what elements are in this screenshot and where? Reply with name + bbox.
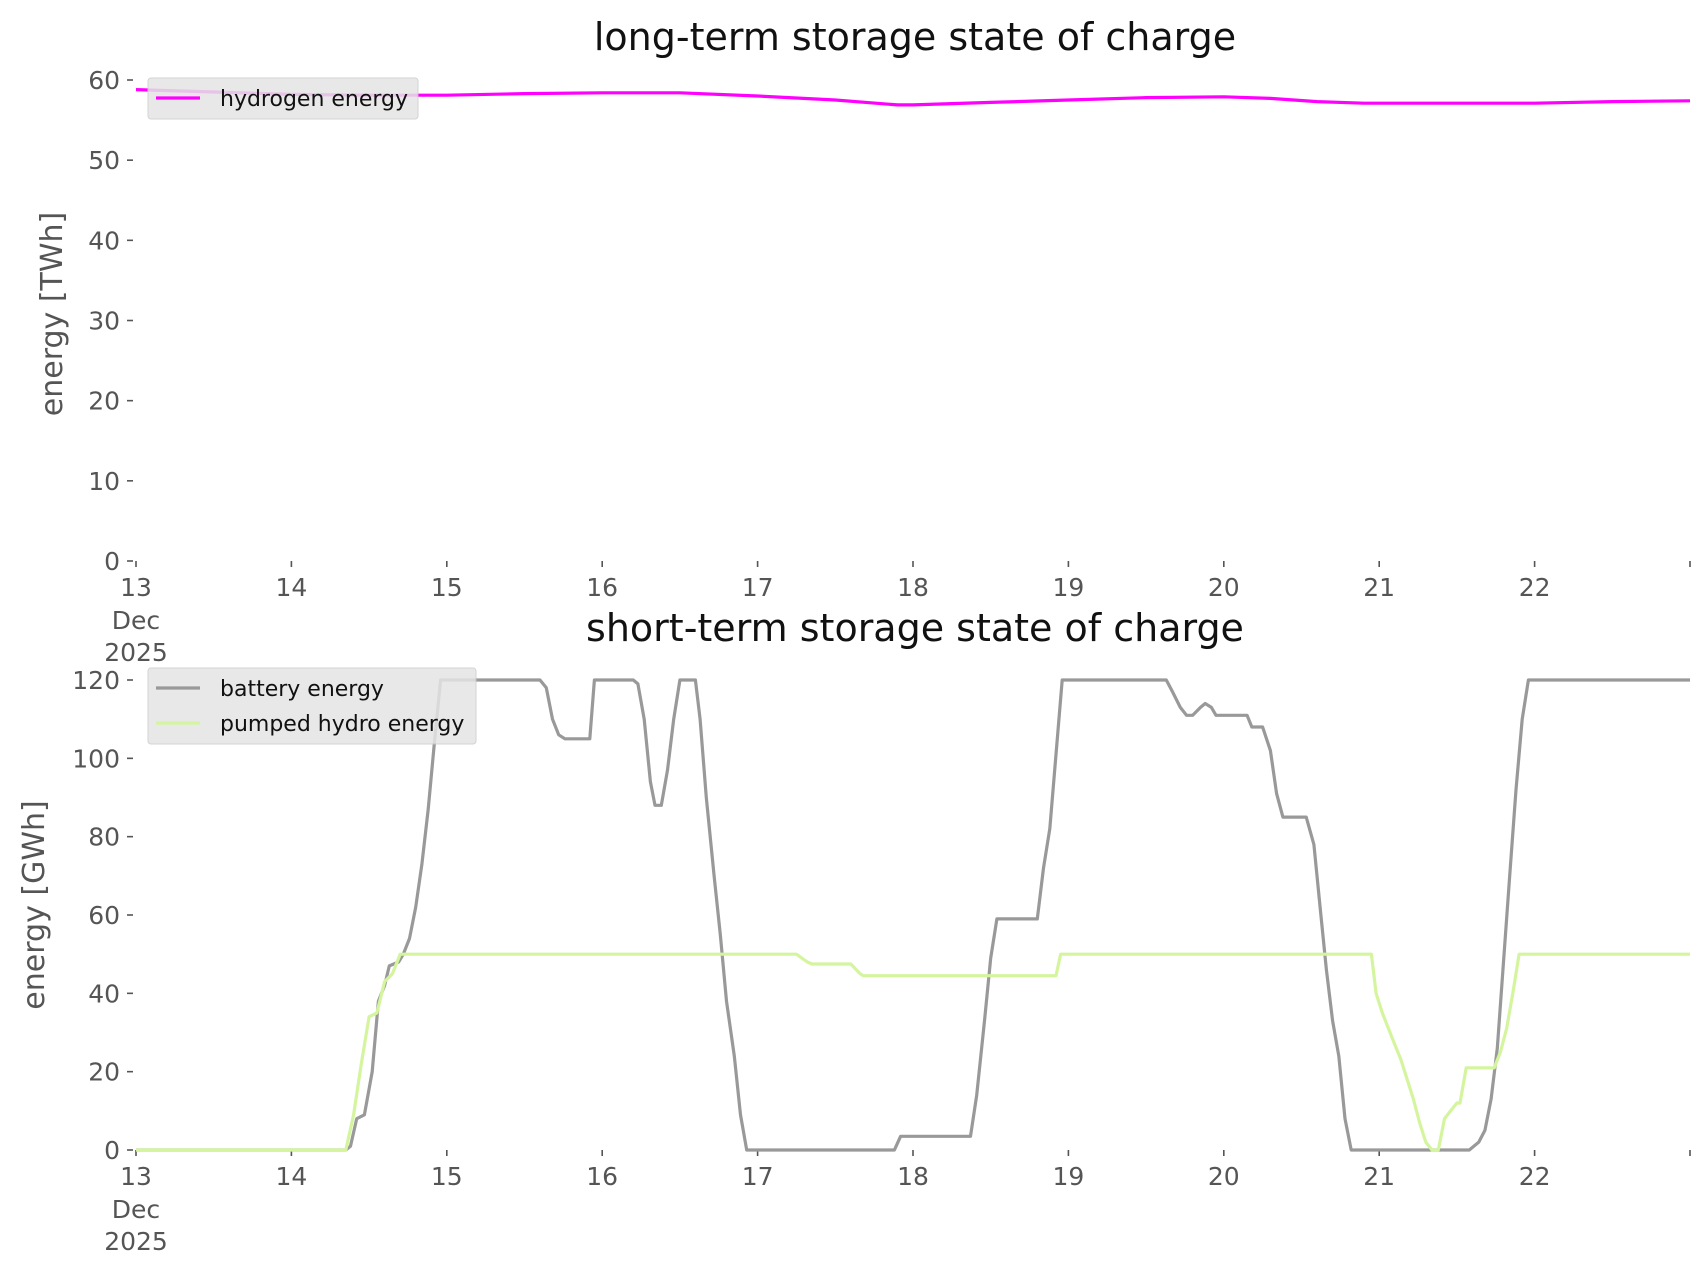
- plot-area: [135, 88, 1691, 107]
- y-tick-label: 60: [88, 66, 120, 95]
- x-axis: 13 14 15 16 17 18 19 20 21 22 Dec 2025: [104, 561, 1691, 667]
- x-tick-label: 18: [897, 1162, 929, 1191]
- y-tick-label: 120: [72, 666, 120, 695]
- x-tick-label: 14: [275, 573, 307, 602]
- y-tick-label: 60: [88, 901, 120, 930]
- series-line-battery-energy: [136, 678, 1690, 1152]
- legend-label: hydrogen energy: [220, 87, 408, 112]
- legend: hydrogen energy: [147, 77, 419, 120]
- x-tick-label: 17: [742, 1162, 774, 1191]
- x-tick-label: 18: [897, 573, 929, 602]
- x-tick-label: 17: [742, 573, 774, 602]
- y-tick-label: 0: [104, 1136, 120, 1165]
- y-tick-label: 10: [88, 467, 120, 496]
- chart-title: short-term storage state of charge: [586, 606, 1244, 650]
- x-tick-label: 21: [1363, 573, 1395, 602]
- x-tick-label: 20: [1208, 1162, 1240, 1191]
- y-tick-label: 80: [88, 823, 120, 852]
- x-tick-sublabel: 2025: [104, 638, 168, 667]
- x-tick-label: 20: [1208, 573, 1240, 602]
- y-tick-label: 20: [88, 1058, 120, 1087]
- legend-label: battery energy: [220, 677, 384, 702]
- y-axis: 0 20 40 60 80 100 120: [72, 666, 133, 1165]
- series-line-pumped-hydro-energy: [136, 952, 1690, 1152]
- chart-title: long-term storage state of charge: [594, 15, 1236, 59]
- y-axis: 0 10 20 30 40 50 60: [88, 66, 133, 576]
- legend: battery energy pumped hydro energy: [147, 667, 477, 745]
- y-tick-label: 0: [104, 547, 120, 576]
- short-term-storage-chart: short-term storage state of charge energ…: [17, 606, 1691, 1256]
- x-tick-label: 19: [1052, 573, 1084, 602]
- y-tick-label: 20: [88, 387, 120, 416]
- x-tick-sublabel: 2025: [104, 1227, 168, 1256]
- y-tick-label: 40: [88, 979, 120, 1008]
- legend-label: pumped hydro energy: [220, 712, 464, 737]
- x-axis: 13 14 15 16 17 18 19 20 21 22 Dec 2025: [104, 1150, 1691, 1256]
- legend-box: [147, 77, 419, 120]
- x-tick-label: 15: [431, 1162, 463, 1191]
- x-tick-label: 22: [1519, 573, 1551, 602]
- y-tick-label: 30: [88, 307, 120, 336]
- x-tick-label: 15: [431, 573, 463, 602]
- x-tick-sublabel: Dec: [112, 606, 160, 635]
- x-tick-label: 14: [275, 1162, 307, 1191]
- x-tick-sublabel: Dec: [112, 1195, 160, 1224]
- x-tick-label: 16: [586, 1162, 618, 1191]
- y-tick-label: 40: [88, 226, 120, 255]
- legend-box: [147, 667, 477, 745]
- x-tick-label: 16: [586, 573, 618, 602]
- y-tick-label: 50: [88, 146, 120, 175]
- series-line-hydrogen-energy: [135, 88, 1691, 107]
- x-tick-label: 22: [1519, 1162, 1551, 1191]
- y-axis-label: energy [GWh]: [17, 800, 52, 1009]
- x-tick-label: 19: [1052, 1162, 1084, 1191]
- long-term-storage-chart: long-term storage state of charge energy…: [35, 15, 1691, 667]
- x-tick-label: 13: [120, 1162, 152, 1191]
- y-axis-label: energy [TWh]: [35, 212, 70, 416]
- y-tick-label: 100: [72, 744, 120, 773]
- plot-area: [136, 678, 1690, 1152]
- x-tick-label: 21: [1363, 1162, 1395, 1191]
- x-tick-label: 13: [120, 573, 152, 602]
